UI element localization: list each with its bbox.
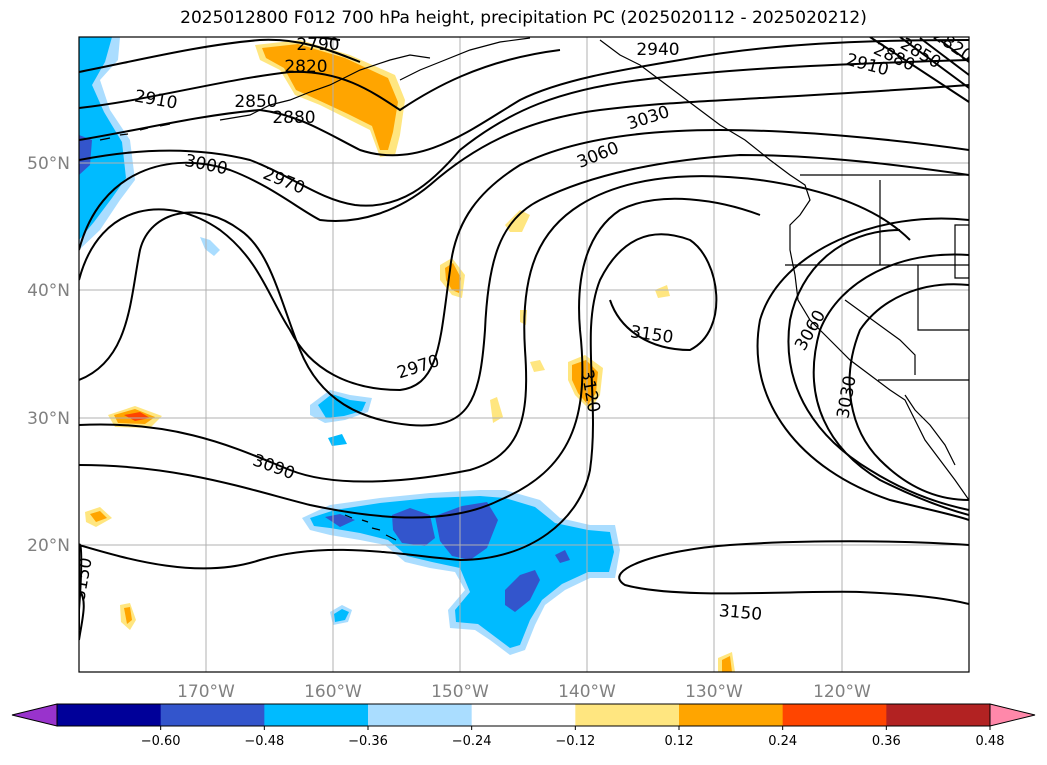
precip-negative-plume-core <box>310 496 614 648</box>
precip-positive-spot <box>124 412 150 421</box>
contour-line <box>848 283 969 501</box>
precip-positive-gulf-core <box>262 44 398 150</box>
colorbar-tick-label: 0.48 <box>976 734 1005 749</box>
contour-line <box>79 39 969 157</box>
contour-line <box>79 49 561 112</box>
colorbar-extend-high <box>989 703 1036 727</box>
precip-negative-nw-strong <box>79 135 92 175</box>
state-border <box>954 224 969 279</box>
lat-label: 30°N <box>27 409 70 429</box>
precip-negative-plume-strong <box>505 570 540 612</box>
contour-label: 2790 <box>296 35 339 55</box>
contour-line <box>79 589 85 641</box>
colorbar-extend-low <box>11 703 58 727</box>
colorbar-tick-label: −0.60 <box>141 734 181 749</box>
lon-label: 170°W <box>177 682 235 702</box>
colorbar-tick-label: −0.12 <box>555 734 595 749</box>
contour-line <box>79 175 911 483</box>
colorbar-swatch <box>471 704 576 726</box>
precip-positive-spot <box>505 210 530 232</box>
colorbar-swatch <box>575 704 680 726</box>
colorbar-swatch <box>886 704 991 726</box>
contour-line <box>812 253 969 516</box>
colorbar-swatch <box>782 704 887 726</box>
precip-positive-spot <box>655 285 670 298</box>
precip-positive-spot <box>490 397 503 423</box>
lat-label: 20°N <box>27 536 70 556</box>
contour-label: 2850 <box>234 92 277 112</box>
colorbar-tick-label: −0.24 <box>452 734 492 749</box>
lon-label: 140°W <box>558 682 616 702</box>
aleutian-islands <box>99 123 171 141</box>
contour-line <box>79 153 969 427</box>
contour-line <box>79 84 969 251</box>
colorbar: −0.60 −0.48 −0.36 −0.24 −0.12 0.12 0.24 0.36 0.4… <box>11 703 1036 749</box>
contour-label: 2940 <box>636 40 679 60</box>
colorbar-tick-label: −0.48 <box>244 734 284 749</box>
alaska-coast <box>399 37 531 81</box>
colorbar-tick-label: 0.36 <box>872 734 901 749</box>
state-border <box>917 265 969 331</box>
contour-label: 2820 <box>284 57 327 77</box>
contour-label: 3150 <box>718 601 763 625</box>
precip-shading <box>79 37 735 672</box>
contour-line <box>756 217 969 521</box>
colorbar-tick-label: −0.36 <box>348 734 388 749</box>
contour-line <box>787 229 969 511</box>
precip-negative-spot <box>318 394 366 418</box>
precip-negative-spot <box>334 609 349 622</box>
colorbar-swatch <box>679 704 784 726</box>
colorbar-tick-label: 0.12 <box>665 734 694 749</box>
contour-line <box>79 128 969 392</box>
contour-line <box>79 59 969 207</box>
map-frame <box>78 36 970 673</box>
contour-labels: 2790 2820 2910 2850 2880 3000 2970 2970 … <box>79 35 969 625</box>
colorbar-outline <box>56 703 991 727</box>
precip-negative-plume-strong <box>555 550 570 563</box>
map-title: 2025012800 F012 700 hPa height, precipit… <box>180 8 867 28</box>
hawaii-islands <box>344 514 397 541</box>
lon-label: 160°W <box>304 682 362 702</box>
lon-axis: 170°W 160°W 150°W 140°W 130°W 120°W <box>177 682 871 702</box>
colorbar-swatch <box>368 704 473 726</box>
baja-coast <box>904 394 956 466</box>
lon-label: 150°W <box>431 682 489 702</box>
lat-label: 50°N <box>27 154 70 174</box>
contour-line <box>79 38 361 73</box>
precip-positive-spot <box>124 607 132 624</box>
precip-positive-spot <box>90 511 107 522</box>
colorbar-tick-label: 0.24 <box>768 734 797 749</box>
contour-line <box>869 37 969 103</box>
precip-positive-spot <box>722 656 732 672</box>
contour-label: 2880 <box>272 108 315 128</box>
height-contours <box>79 37 969 641</box>
gridlines <box>79 37 969 672</box>
state-border <box>844 299 916 375</box>
colorbar-swatch <box>57 704 162 726</box>
lon-label: 120°W <box>813 682 871 702</box>
lat-label: 40°N <box>27 281 70 301</box>
colorbar-swatch <box>160 704 265 726</box>
lat-axis: 50°N 40°N 30°N 20°N <box>27 154 70 556</box>
precip-negative-spot <box>200 237 220 256</box>
lon-label: 130°W <box>685 682 743 702</box>
contour-line <box>79 197 761 519</box>
contour-line <box>618 540 969 605</box>
precip-positive-spot <box>530 360 545 372</box>
colorbar-swatch <box>264 704 369 726</box>
